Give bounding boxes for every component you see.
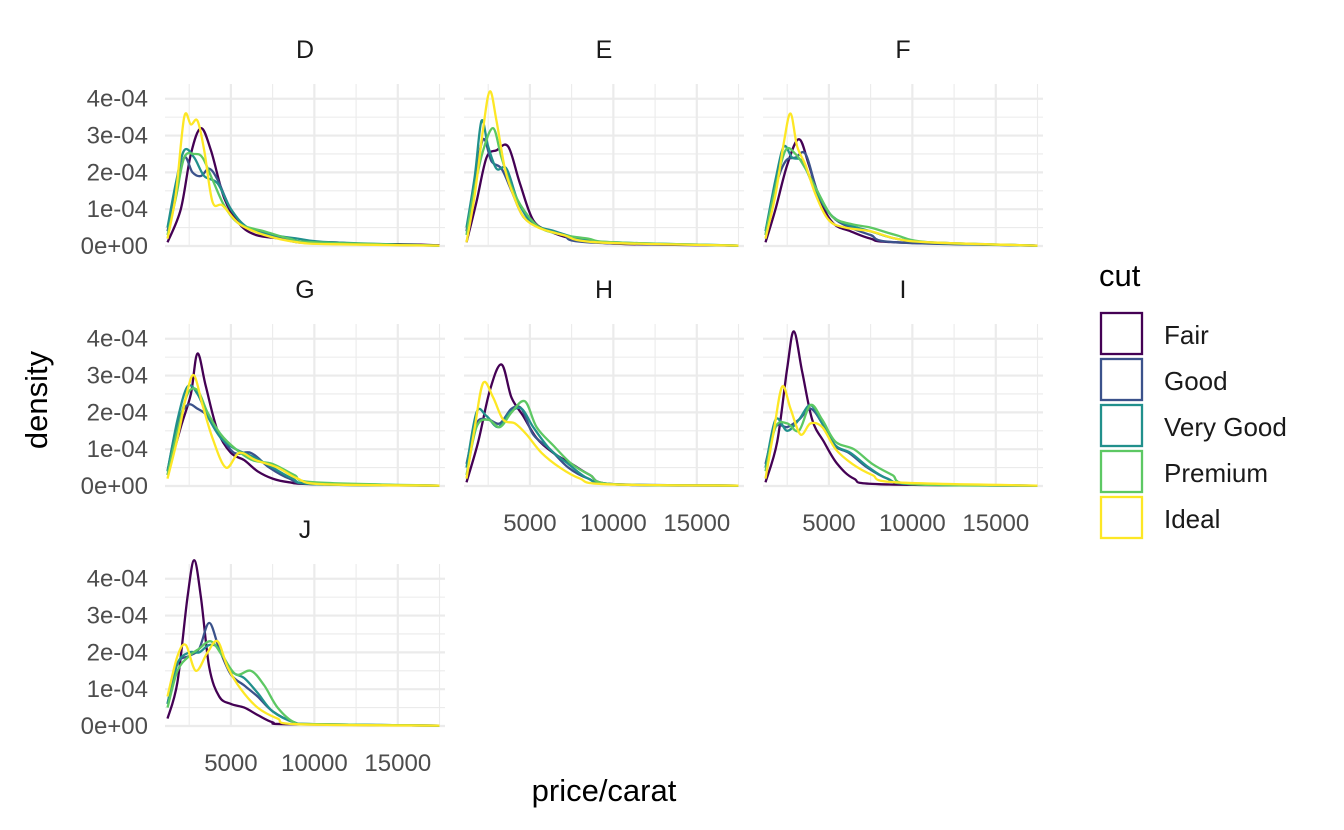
y-tick-label: 4e-04 xyxy=(87,86,148,113)
y-tick-label: 4e-04 xyxy=(87,326,148,353)
facet-strip-label: F xyxy=(895,36,910,64)
legend-title: cut xyxy=(1099,258,1141,293)
y-tick-label: 1e-04 xyxy=(87,436,148,463)
y-tick-label: 2e-04 xyxy=(87,639,148,666)
facet-panels: D 0e+00 1e-04 2e-04 3e-04 4e-04 E F G 0e+00 1e-04 2… xyxy=(81,36,1043,777)
facet-strip-label: J xyxy=(299,516,312,544)
x-tick-label: 5000 xyxy=(503,510,556,537)
density-curve-very-good xyxy=(166,147,440,247)
x-tick-label: 5000 xyxy=(802,510,855,537)
density-curve-premium xyxy=(465,399,739,487)
facet-strip-label: I xyxy=(900,276,907,304)
y-tick-label: 1e-04 xyxy=(87,196,148,223)
legend-label: Good xyxy=(1164,366,1228,396)
x-tick-label: 5000 xyxy=(204,750,257,777)
density-curve-ideal xyxy=(166,639,440,727)
legend-key-premium xyxy=(1099,449,1144,494)
y-tick-label: 2e-04 xyxy=(87,399,148,426)
x-tick-label: 10000 xyxy=(879,510,946,537)
x-tick-label: 10000 xyxy=(580,510,647,537)
density-curve-ideal xyxy=(764,112,1038,247)
y-tick-label: 0e+00 xyxy=(81,473,148,500)
facet-strip-label: E xyxy=(596,36,613,64)
density-curve-ideal xyxy=(166,373,440,487)
legend-label: Very Good xyxy=(1164,412,1287,442)
facet-strip-label: H xyxy=(595,276,613,304)
facet-panel-j: J 0e+00 1e-04 2e-04 3e-04 4e-04 5000 10000 15000 xyxy=(81,516,445,777)
facet-panel-g: G 0e+00 1e-04 2e-04 3e-04 4e-04 xyxy=(81,276,445,500)
legend-label: Fair xyxy=(1164,320,1209,350)
y-tick-label: 3e-04 xyxy=(87,363,148,390)
density-curve-premium xyxy=(764,146,1038,247)
y-tick-label: 2e-04 xyxy=(87,159,148,186)
y-tick-label: 4e-04 xyxy=(87,566,148,593)
density-curve-ideal xyxy=(166,112,440,247)
x-tick-label: 15000 xyxy=(962,510,1029,537)
y-tick-label: 0e+00 xyxy=(81,713,148,740)
density-curve-premium xyxy=(465,127,739,247)
y-tick-label: 0e+00 xyxy=(81,233,148,260)
facet-panel-d: D 0e+00 1e-04 2e-04 3e-04 4e-04 xyxy=(81,36,445,260)
density-curve-ideal xyxy=(465,380,739,487)
density-curve-premium xyxy=(764,403,1038,487)
legend: cut Fair Good Very Good Premium Ideal xyxy=(1099,258,1287,540)
legend-key-very-good xyxy=(1099,403,1144,448)
facet-strip-label: G xyxy=(295,276,314,304)
facet-panel-i: I 5000 10000 15000 xyxy=(763,276,1043,537)
density-curve-ideal xyxy=(465,90,739,247)
density-curve-good xyxy=(166,403,440,487)
y-tick-label: 3e-04 xyxy=(87,603,148,630)
density-curve-premium xyxy=(166,151,440,247)
facet-panel-f: F xyxy=(763,36,1043,248)
x-axis-title: price/carat xyxy=(532,773,677,808)
legend-key-fair xyxy=(1099,311,1144,356)
density-curve-fair xyxy=(166,352,440,487)
density-curve-fair xyxy=(166,559,440,727)
density-curve-ideal xyxy=(764,385,1038,487)
x-tick-label: 15000 xyxy=(663,510,730,537)
facet-strip-label: D xyxy=(296,36,314,64)
legend-label: Ideal xyxy=(1164,504,1220,534)
y-tick-label: 1e-04 xyxy=(87,676,148,703)
x-tick-label: 15000 xyxy=(364,750,431,777)
facet-panel-e: E xyxy=(464,36,744,248)
legend-label: Premium xyxy=(1164,458,1268,488)
y-tick-label: 3e-04 xyxy=(87,123,148,150)
facet-panel-h: H 5000 10000 15000 xyxy=(464,276,744,537)
legend-key-good xyxy=(1099,357,1144,402)
density-curve-very-good xyxy=(465,406,739,487)
y-axis-title: density xyxy=(19,350,54,449)
legend-key-ideal xyxy=(1099,495,1144,540)
x-tick-label: 10000 xyxy=(281,750,348,777)
